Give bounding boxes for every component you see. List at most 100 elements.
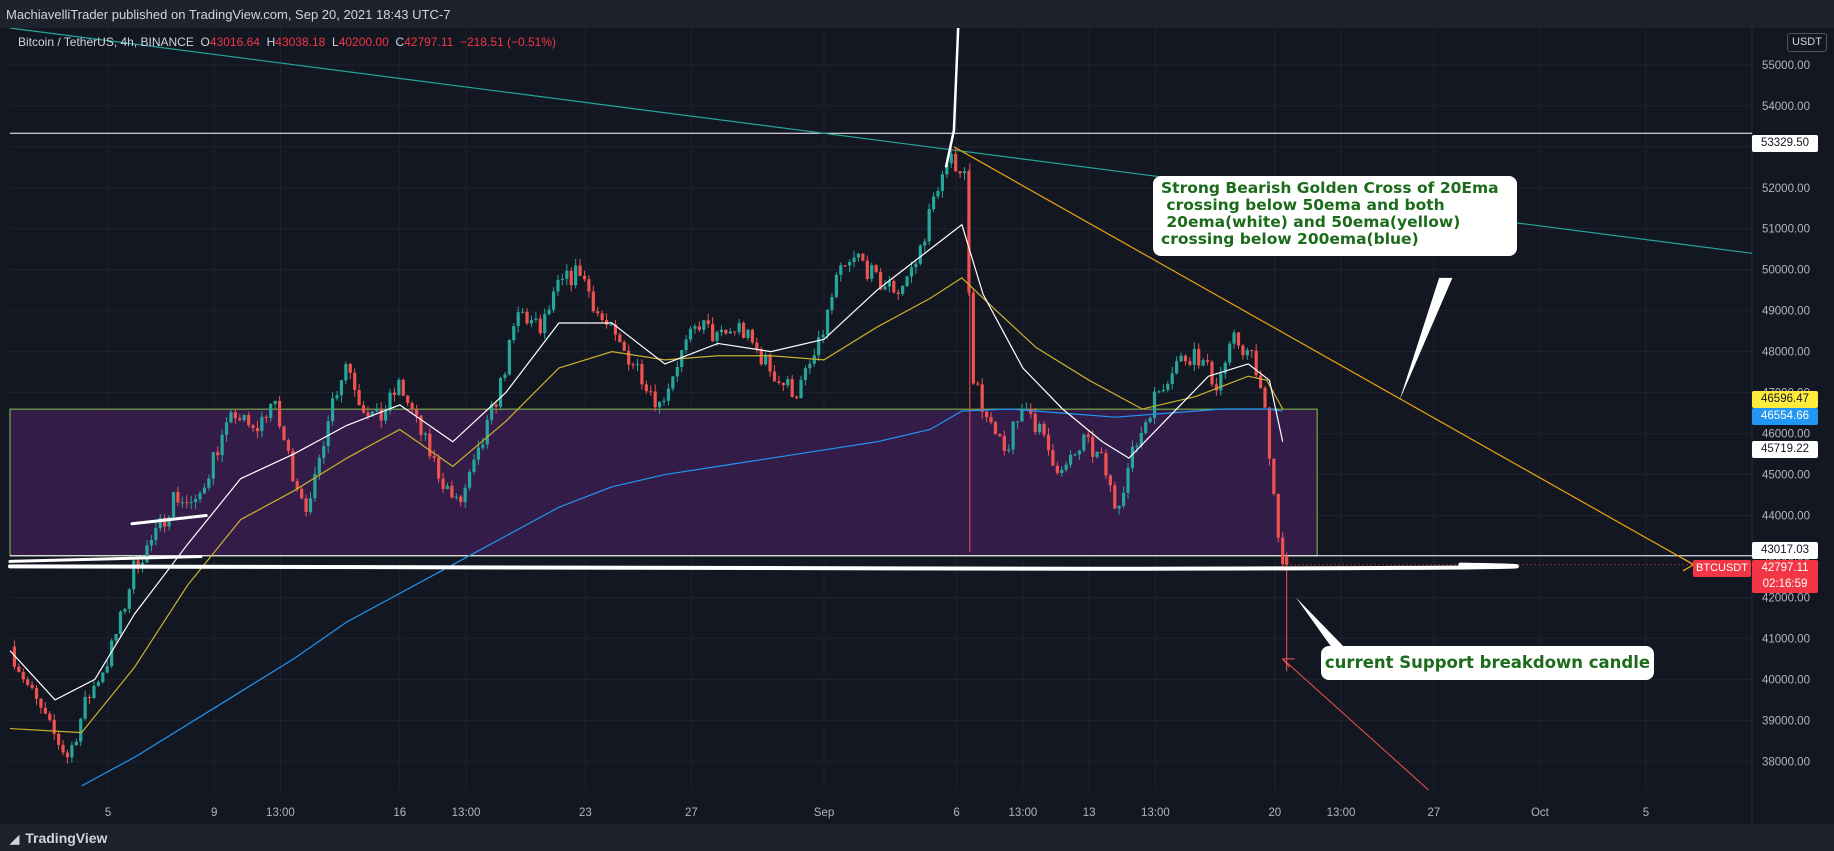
candle-body <box>251 425 255 428</box>
candle-body <box>118 611 123 634</box>
candle-body <box>353 372 357 390</box>
candle-body <box>870 265 874 279</box>
price-label-support: 43017.03 <box>1752 542 1818 559</box>
candle-body <box>158 517 162 529</box>
candle-body <box>516 312 520 327</box>
candle-body <box>357 389 361 406</box>
candle-body <box>529 319 534 324</box>
candle-body <box>207 478 211 488</box>
candle-body <box>768 354 772 372</box>
candle-body <box>335 395 339 399</box>
price-tick-label: 45000.00 <box>1762 470 1810 482</box>
candle-body <box>914 263 918 268</box>
support-zone <box>9 408 1318 557</box>
candle-body <box>1029 408 1033 414</box>
currency-badge[interactable]: USDT <box>1787 33 1827 52</box>
candle-body <box>286 440 291 451</box>
candle-body <box>348 363 352 373</box>
candle-body <box>1038 424 1042 433</box>
time-tick-label: 5 <box>105 807 111 819</box>
candle-body <box>43 707 47 714</box>
candle-body <box>1263 387 1267 408</box>
tv-logo-icon: ◢ <box>10 832 20 846</box>
candle-body <box>958 171 962 174</box>
candle-body <box>105 666 109 673</box>
candle-body <box>1161 389 1165 392</box>
candle-body <box>70 745 74 758</box>
candle-body <box>96 682 100 686</box>
price-tick-label: 48000.00 <box>1762 347 1810 359</box>
candle-body <box>892 281 896 293</box>
candle-body <box>454 496 458 498</box>
candle-body <box>295 481 299 489</box>
candle-body <box>1108 475 1112 486</box>
candle-body <box>247 414 251 426</box>
candle-body <box>1157 391 1161 393</box>
candle-body <box>485 419 489 445</box>
candle-body <box>825 309 830 335</box>
symbol-title: Bitcoin / TetherUS, 4h, BINANCE <box>18 35 194 49</box>
time-tick-label: 23 <box>579 807 592 819</box>
candle-body <box>149 540 154 546</box>
candle-body <box>410 402 414 410</box>
candle-body <box>198 493 202 500</box>
candle-body <box>419 415 423 435</box>
symbol-tag: BTCUSDT <box>1693 560 1751 577</box>
candle-body <box>591 291 595 312</box>
candle-body <box>1055 465 1059 473</box>
candle-body <box>26 679 30 685</box>
projection-arrow <box>1282 658 1429 791</box>
falling-resistance-line <box>953 146 1694 566</box>
candle-body <box>1197 348 1201 366</box>
candle-body <box>741 322 746 338</box>
candle-body <box>918 245 922 264</box>
publish-header: MachiavelliTrader published on TradingVi… <box>0 0 1834 28</box>
price-tick-label: 51000.00 <box>1762 224 1810 236</box>
candle-body <box>534 318 538 320</box>
price-chart[interactable]: 38000.00 39000.00 40000.00 41000.00 42000.00… <box>0 28 1834 824</box>
candle-body <box>370 411 374 417</box>
candle-body <box>260 416 264 432</box>
candle-body <box>1232 332 1236 344</box>
candle-body <box>1126 468 1130 493</box>
candle-body <box>909 267 914 277</box>
candle-body <box>441 478 445 489</box>
candle-body <box>326 421 330 446</box>
drawn-support-stroke <box>8 554 203 563</box>
publish-info: MachiavelliTrader published on TradingVi… <box>6 7 451 22</box>
candle-body <box>202 487 207 494</box>
candle-body <box>379 409 383 421</box>
candle-body <box>1020 408 1024 422</box>
drawn-support-stroke <box>8 562 1519 571</box>
candle-body <box>498 378 503 407</box>
candle-body <box>1272 458 1276 494</box>
high-label: H <box>266 35 276 49</box>
candle-body <box>865 260 869 279</box>
candle-body <box>39 698 43 708</box>
candle-body <box>808 363 812 369</box>
time-tick-label: 13:00 <box>266 807 295 819</box>
candle-body <box>61 744 65 753</box>
callout-golden-cross[interactable]: Strong Bearish Golden Cross of 20Ema cro… <box>1153 176 1517 256</box>
candle-body <box>1201 360 1205 366</box>
candle-body <box>1082 434 1086 451</box>
candle-body <box>878 271 883 290</box>
candle-body <box>693 326 697 329</box>
price-axis: 38000.00 39000.00 40000.00 41000.00 42000.00… <box>1762 60 1810 768</box>
candle-body <box>940 174 945 192</box>
tradingview-logo[interactable]: ◢ TradingView <box>10 830 107 846</box>
candle-body <box>883 286 887 290</box>
candle-body <box>976 383 980 385</box>
candle-body <box>304 498 308 512</box>
candle-body <box>12 646 17 667</box>
candle-body <box>666 388 671 401</box>
candle-body <box>401 379 405 396</box>
candle-body <box>238 418 242 421</box>
candle-body <box>1122 492 1126 506</box>
callout-support-breakdown[interactable]: current Support breakdown candle <box>1321 646 1654 680</box>
candle-body <box>1281 537 1285 565</box>
time-tick-label: Oct <box>1531 807 1550 819</box>
candle-body <box>361 405 366 413</box>
candle-body <box>176 492 180 503</box>
time-tick-label: 5 <box>1643 807 1649 819</box>
